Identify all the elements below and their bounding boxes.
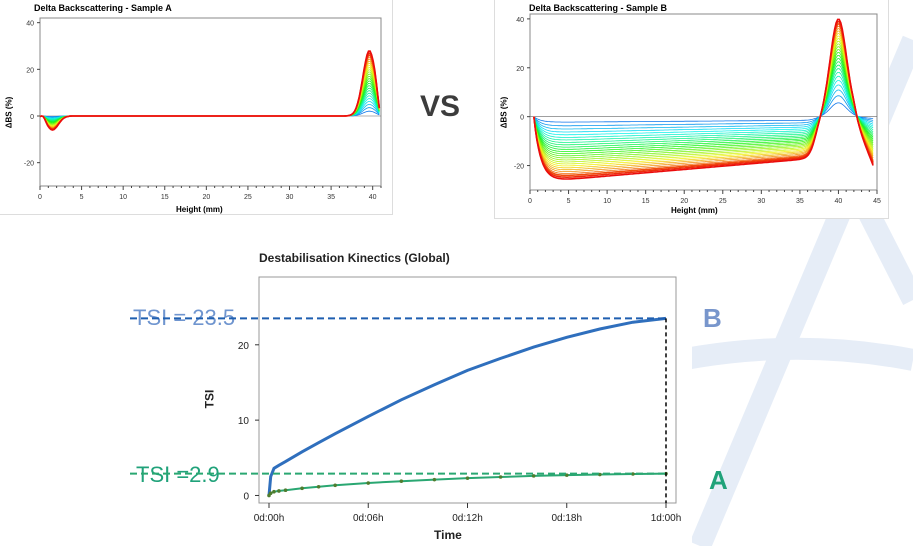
tsi-point-sample-a xyxy=(598,472,602,477)
tsi-series-sample-b xyxy=(267,316,667,496)
tsi-point-sample-a xyxy=(316,485,321,489)
tsi-plot-frame xyxy=(258,276,677,504)
x-tick-label: 5 xyxy=(80,194,84,201)
profile-curve-2 xyxy=(533,95,874,127)
x-tick-label: 5 xyxy=(567,198,571,205)
y-tick-label: 20 xyxy=(26,67,34,74)
sample-b-letter: B xyxy=(703,303,722,333)
x-axis-label-sample-a: Height (mm) xyxy=(176,205,223,214)
tsi-y-tick-label: 20 xyxy=(238,341,250,352)
x-tick-label: 30 xyxy=(757,198,765,205)
tsi-point-sample-a xyxy=(564,473,569,477)
chart-panel-tsi: Destabilisation Kinectics (Global) 0 10 20… xyxy=(202,244,692,546)
tsi-a-annotation: TSI =2.9 xyxy=(136,462,220,487)
versus-label: VS xyxy=(420,90,461,123)
x-tick-label: 0 xyxy=(38,194,42,201)
y-axis-label-tsi: TSI xyxy=(202,389,217,409)
y-axis-label-sample-a: ΔBS (%) xyxy=(4,96,14,129)
x-tick-label: 15 xyxy=(642,198,650,205)
x-tick-label: 15 xyxy=(161,194,169,201)
x-tick-label: 10 xyxy=(603,198,611,205)
y-tick-label: -20 xyxy=(24,161,34,168)
x-tick-label: 40 xyxy=(369,194,377,201)
tsi-b-annotation: TSI = 23.5 xyxy=(133,305,236,330)
tsi-point-sample-a xyxy=(465,476,470,480)
tsi-point-sample-a xyxy=(268,491,273,496)
profile-curve-1 xyxy=(533,102,874,123)
x-tick-label: 10 xyxy=(119,194,127,201)
profile-curve-4 xyxy=(533,84,874,133)
x-axis-label-tsi: Time xyxy=(434,528,462,542)
plot-frame xyxy=(39,17,382,187)
y-tick-label: 40 xyxy=(26,21,34,28)
profile-curve-3 xyxy=(533,89,874,130)
x-tick-label: 40 xyxy=(835,198,843,205)
tsi-point-sample-a xyxy=(631,472,635,476)
y-tick-label: 0 xyxy=(30,114,34,121)
y-tick-label: 0 xyxy=(520,115,524,122)
chart-panel-sample-b: Delta Backscattering - Sample B 40 20 0 -20… xyxy=(494,0,889,219)
x-tick-label: 20 xyxy=(202,194,210,201)
tsi-point-sample-a xyxy=(366,481,371,485)
x-axis-label-sample-b: Height (mm) xyxy=(671,206,718,215)
tsi-point-sample-a xyxy=(333,483,337,488)
y-axis-label-sample-b: ΔBS (%) xyxy=(499,96,509,129)
y-tick-label: 20 xyxy=(516,66,524,73)
tsi-point-sample-a xyxy=(283,488,288,492)
tsi-point-sample-a xyxy=(498,475,503,479)
tsi-point-sample-a xyxy=(300,486,304,491)
profile-curve-26 xyxy=(533,18,874,180)
tsi-point-sample-a xyxy=(277,489,281,493)
tsi-point-sample-a xyxy=(272,489,276,494)
x-tick-label: 25 xyxy=(719,198,727,205)
x-tick-label: 0 xyxy=(528,198,532,205)
profile-curve-26 xyxy=(39,50,381,131)
x-tick-label: 25 xyxy=(244,194,252,201)
chart-title-sample-a: Delta Backscattering - Sample A xyxy=(34,3,172,13)
y-tick-label: -20 xyxy=(514,164,524,171)
tsi-point-sample-a xyxy=(432,477,437,482)
tsi-point-sample-a xyxy=(531,474,536,478)
chart-title-tsi: Destabilisation Kinectics (Global) xyxy=(259,251,450,265)
tsi-x-tick-label: 0d:00h xyxy=(254,513,285,524)
x-tick-label: 35 xyxy=(327,194,335,201)
tsi-x-tick-label: 1d:00h xyxy=(651,513,682,524)
chart-title-sample-b: Delta Backscattering - Sample B xyxy=(529,3,668,13)
tsi-kinetics-plot: 0 10 20 0d:00h 0d:06h 0d:12h 0d:18h 1d:00h xyxy=(238,276,682,524)
tsi-y-tick-label: 10 xyxy=(238,416,250,427)
sample-a-letter: A xyxy=(709,465,728,495)
x-tick-label: 45 xyxy=(873,198,881,205)
tsi-y-tick-label: 0 xyxy=(243,491,249,502)
tsi-x-tick-label: 0d:06h xyxy=(353,513,384,524)
delta-bs-plot-sample-b: 40 20 0 -20 0 5 10 15 20 25 30 35 40 45 xyxy=(514,13,881,205)
tsi-x-tick-label: 0d:18h xyxy=(551,513,582,524)
delta-bs-plot-sample-a: 40 20 0 -20 0 5 10 15 20 25 30 35 40 xyxy=(24,17,382,201)
x-tick-label: 20 xyxy=(680,198,688,205)
chart-panel-sample-a: Delta Backscattering - Sample A 40 20 0 -20… xyxy=(0,0,393,215)
x-tick-label: 30 xyxy=(286,194,294,201)
tsi-x-tick-label: 0d:12h xyxy=(452,513,483,524)
tsi-point-sample-a xyxy=(399,479,404,483)
y-tick-label: 40 xyxy=(516,17,524,24)
x-tick-label: 35 xyxy=(796,198,804,205)
